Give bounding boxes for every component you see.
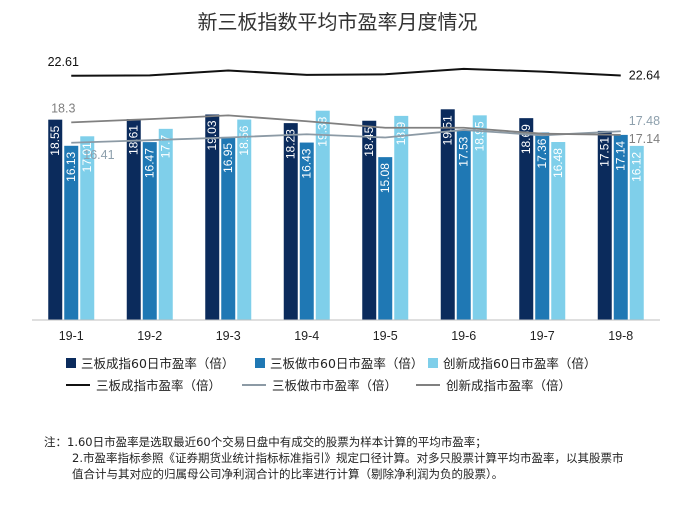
legend-swatch — [66, 383, 90, 386]
bar — [597, 130, 612, 320]
line-value-label: 22.61 — [48, 55, 79, 69]
legend-item-line-2: 三板做市市盈率（倍） — [242, 375, 397, 394]
chart-title: 新三板指数平均市盈率月度情况 — [197, 10, 478, 34]
legend-item-bar-3: 创新成指60日市盈率（倍） — [428, 353, 596, 372]
x-tick-label: 19-7 — [530, 329, 555, 343]
bar-value-label: 18.95 — [473, 121, 487, 151]
bar — [158, 128, 173, 320]
bar-value-label: 18.69 — [519, 124, 533, 154]
legend-label: 三板成指市盈率（倍） — [96, 378, 222, 393]
bar — [362, 120, 377, 321]
line-value-label: 18.3 — [51, 101, 75, 115]
legend-label: 创新成指60日市盈率（倍） — [443, 356, 597, 371]
bar-value-label: 15.08 — [378, 163, 392, 193]
bar — [142, 142, 157, 320]
bar-value-label: 19.51 — [441, 115, 455, 145]
footnote: 注：1.60日市盈率是选取最近60个交易日盘中有成交的股票为样本计算的平均市盈率… — [44, 434, 629, 482]
footnote-line-2: 2.市盈率指标参照《证券期货业统计指标标准指引》规定口径计算。对多只股票计算平均… — [72, 451, 624, 481]
bar — [613, 134, 628, 320]
legend-item-line-3: 创新成指市盈率（倍） — [416, 375, 571, 394]
legend-label: 三板做市60日市盈率（倍） — [270, 356, 424, 371]
line-value-label: 22.64 — [629, 68, 660, 82]
bar-value-label: 17.14 — [614, 141, 628, 171]
bar — [205, 114, 220, 320]
x-tick-label: 19-5 — [373, 329, 398, 343]
bar — [315, 110, 330, 320]
bar — [472, 115, 487, 320]
bar — [237, 119, 252, 320]
x-tick-label: 19-3 — [216, 329, 241, 343]
bar — [221, 136, 236, 320]
line-value-label: 17.48 — [629, 114, 660, 128]
bar-value-label: 17.51 — [598, 137, 612, 167]
bar — [126, 119, 141, 321]
bar — [440, 109, 455, 321]
legend-swatch — [66, 357, 76, 368]
bar — [299, 142, 314, 320]
footnote-line-1: 注：1.60日市盈率是选取最近60个交易日盘中有成交的股票为样本计算的平均市盈率… — [44, 435, 487, 449]
bar-value-label: 16.95 — [221, 143, 235, 173]
legend-swatch — [242, 383, 266, 386]
x-tick-label: 19-4 — [294, 329, 319, 343]
series-line — [71, 114, 621, 136]
bar-value-label: 18.56 — [237, 125, 251, 155]
legend-swatch — [428, 357, 438, 368]
line-value-label: 17.14 — [629, 132, 660, 146]
legend-item-line-1: 三板成指市盈率（倍） — [66, 375, 221, 394]
bar-value-label: 17.01 — [80, 142, 94, 172]
bar — [456, 130, 471, 320]
bar-value-label: 16.12 — [630, 152, 644, 182]
bar — [551, 142, 566, 320]
series-line — [71, 67, 621, 77]
bar-value-label: 16.48 — [551, 148, 565, 178]
x-tick-label: 19-6 — [451, 329, 476, 343]
bar — [48, 119, 63, 320]
bar — [629, 145, 644, 320]
bar-value-label: 18.55 — [48, 125, 62, 155]
series-line — [71, 129, 621, 144]
legend-label: 三板成指60日市盈率（倍） — [81, 356, 235, 371]
legend-label: 创新成指市盈率（倍） — [446, 378, 572, 393]
bar-value-label: 16.13 — [64, 151, 78, 181]
bar — [378, 157, 393, 320]
x-tick-label: 19-8 — [608, 329, 633, 343]
bar-value-label: 16.43 — [300, 148, 314, 178]
bar-value-label: 17.7 — [159, 135, 173, 159]
bar — [80, 136, 95, 320]
x-tick-label: 19-2 — [137, 329, 162, 343]
legend-item-bar-1: 三板成指60日市盈率（倍） — [66, 353, 234, 372]
legend-item-bar-2: 三板做市60日市盈率（倍） — [255, 353, 423, 372]
line-value-label: 16.41 — [83, 148, 114, 162]
x-tick-label: 19-1 — [59, 329, 84, 343]
bar-value-label: 19.38 — [316, 116, 330, 146]
bar-value-label: 16.47 — [143, 148, 157, 178]
bar-value-label: 19.03 — [205, 120, 219, 150]
bar-value-label: 18.9 — [394, 122, 408, 146]
bar-value-label: 17.53 — [457, 136, 471, 166]
legend-swatch — [255, 357, 265, 368]
bar — [283, 123, 298, 320]
legend-swatch — [416, 383, 440, 386]
legend-label: 三板做市市盈率（倍） — [272, 378, 398, 393]
bar — [394, 115, 409, 320]
bar-value-label: 18.23 — [284, 129, 298, 159]
bar-value-label: 18.45 — [362, 126, 376, 156]
bar — [64, 145, 79, 320]
bar — [535, 132, 550, 320]
bar-value-label: 17.36 — [535, 138, 549, 168]
bar — [519, 118, 534, 320]
